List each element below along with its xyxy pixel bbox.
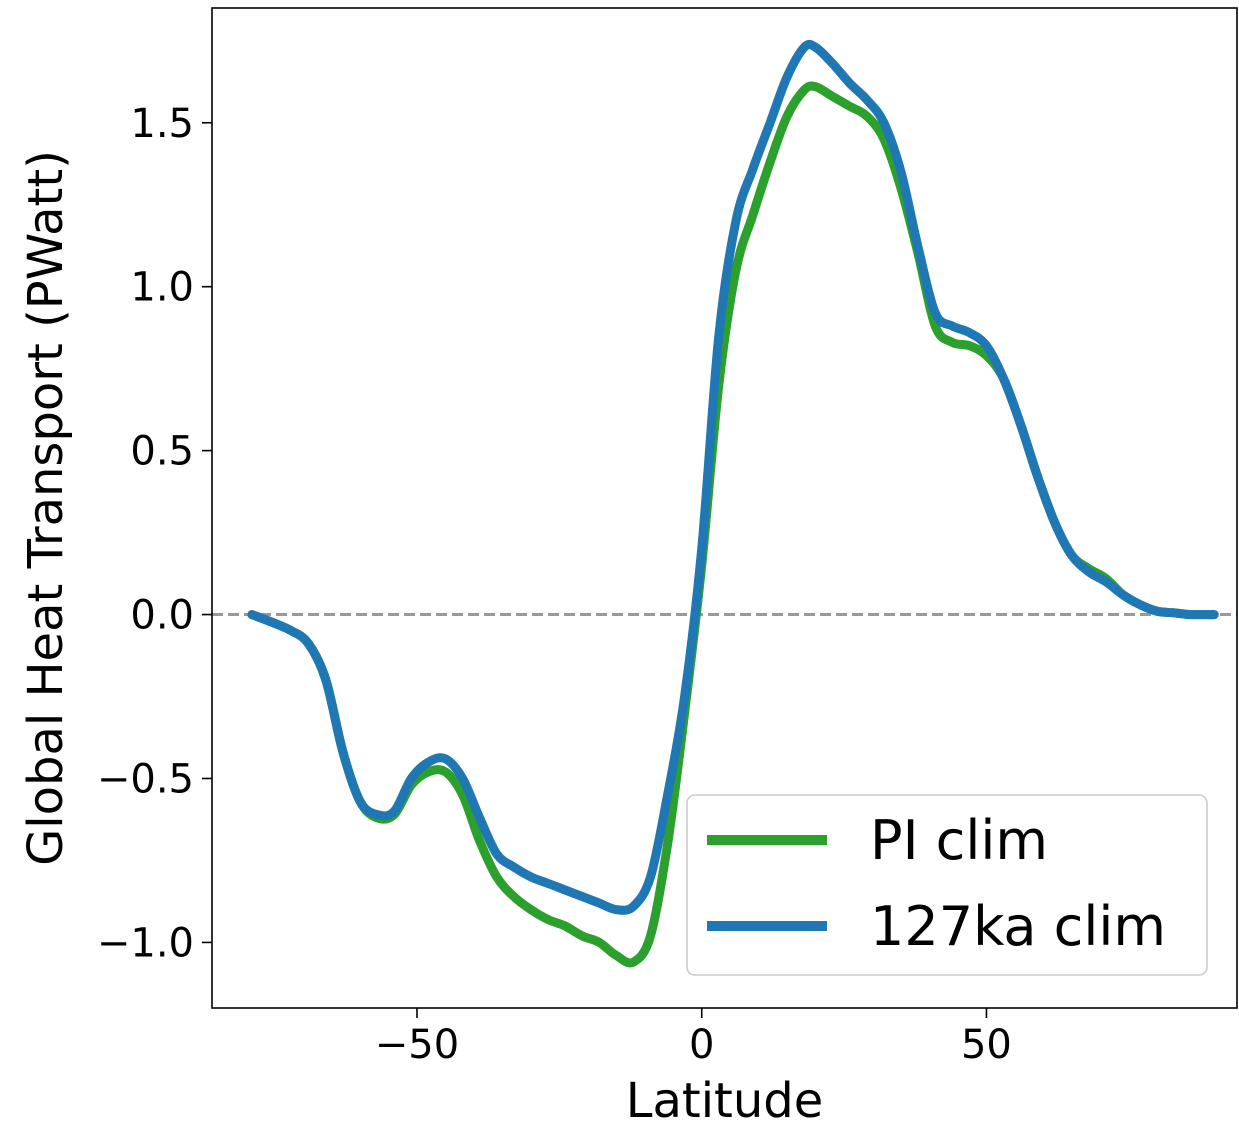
x-tick-label: 0 (689, 1022, 714, 1068)
legend: PI clim 127ka clim (686, 794, 1208, 976)
legend-label-1: 127ka clim (870, 895, 1166, 958)
y-tick-label: 0.5 (130, 429, 194, 475)
legend-label-0: PI clim (870, 809, 1048, 872)
y-tick-label: 1.0 (130, 265, 194, 311)
plot-frame (211, 7, 1238, 1009)
y-tick-label: 0.0 (130, 593, 194, 639)
series-layer (247, 39, 1219, 968)
x-axis-ticks: −50 0 50 (375, 1008, 1012, 1068)
y-tick-label: −0.5 (97, 756, 194, 802)
series-line-1 (247, 39, 1219, 915)
x-tick-label: 50 (961, 1022, 1012, 1068)
x-tick-label: −50 (375, 1022, 459, 1068)
x-axis-label: Latitude (626, 1073, 824, 1124)
y-axis-label: Global Heat Transport (PWatt) (18, 150, 74, 866)
y-tick-label: 1.5 (130, 101, 194, 147)
y-axis-ticks: −1.0 −0.5 0.0 0.5 1.0 1.5 (97, 101, 212, 966)
y-tick-label: −1.0 (97, 920, 194, 966)
